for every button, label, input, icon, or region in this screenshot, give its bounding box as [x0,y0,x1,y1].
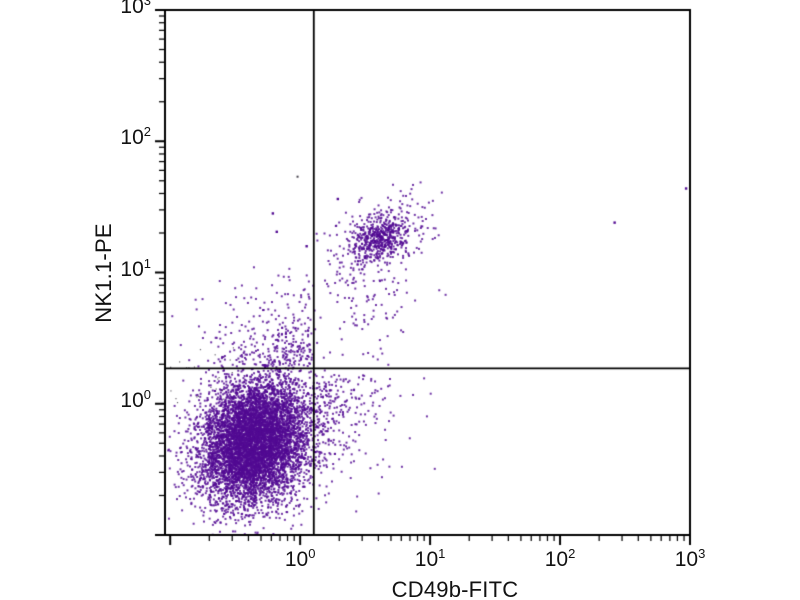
y-tick-label: 100 [120,386,151,412]
y-tick-label: 103 [120,0,151,18]
y-axis-label: NK1.1-PE [91,223,116,323]
x-axis-label: CD49b-FITC [391,577,519,600]
x-tick-label: 101 [414,546,446,571]
x-tick-label: 100 [284,546,316,571]
y-tick-label: 101 [120,255,151,281]
y-tick-label: 102 [120,124,151,150]
x-tick-label: 102 [544,546,576,571]
x-tick-label: 103 [674,546,706,571]
